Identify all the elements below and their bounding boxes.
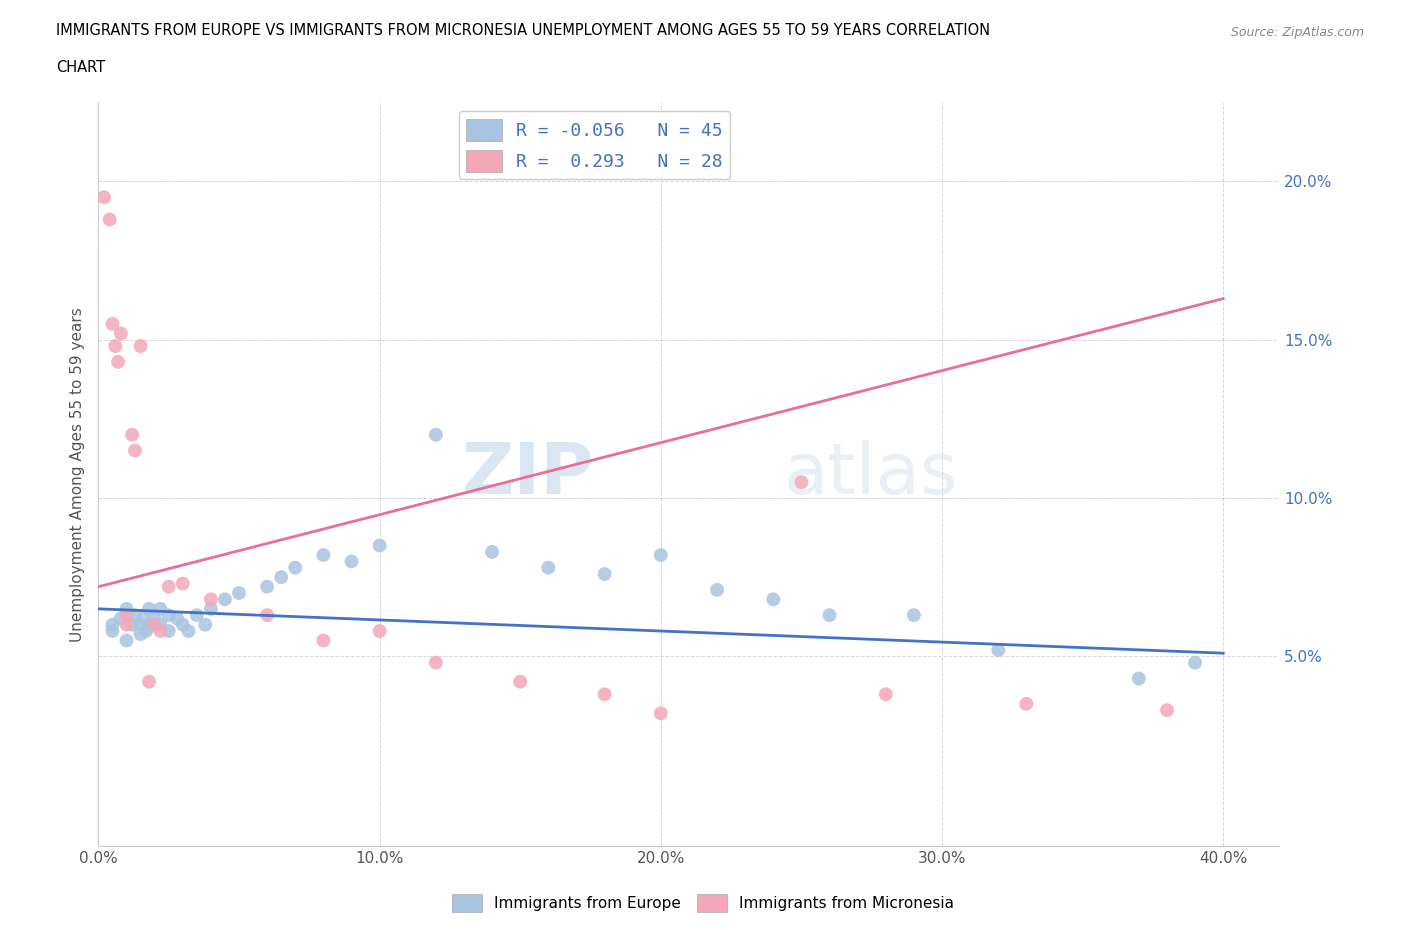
Text: ZIP: ZIP (463, 440, 595, 509)
Point (425, 656, 447, 671)
Point (790, 475, 813, 490)
Point (98, 212, 121, 227)
Point (903, 607, 925, 622)
Point (1128, 671, 1150, 686)
Point (115, 607, 138, 622)
Point (481, 544, 503, 559)
Point (368, 538, 391, 553)
Point (214, 591, 236, 606)
Point (312, 548, 335, 563)
Point (368, 624, 391, 639)
Point (284, 560, 307, 575)
Point (138, 674, 160, 689)
Point (157, 607, 180, 622)
Point (762, 591, 785, 606)
Point (706, 582, 728, 597)
Point (987, 643, 1010, 658)
Point (143, 611, 166, 626)
Point (101, 316, 124, 331)
Point (149, 602, 172, 617)
Text: atlas: atlas (783, 440, 957, 509)
Point (110, 611, 132, 626)
Point (129, 618, 152, 632)
Point (129, 627, 152, 642)
Point (149, 624, 172, 639)
Point (1015, 697, 1038, 711)
Point (121, 618, 143, 632)
Text: Source: ZipAtlas.com: Source: ZipAtlas.com (1230, 26, 1364, 39)
Point (157, 624, 180, 639)
Point (115, 633, 138, 648)
Point (101, 624, 124, 639)
Point (200, 602, 222, 617)
Point (650, 548, 672, 563)
Point (143, 618, 166, 632)
Point (593, 566, 616, 581)
Legend: R = -0.056   N = 45, R =  0.293   N = 28: R = -0.056 N = 45, R = 0.293 N = 28 (458, 112, 730, 179)
Point (650, 706, 672, 721)
Point (340, 554, 363, 569)
Point (138, 618, 160, 632)
Point (149, 618, 172, 632)
Point (177, 624, 200, 639)
Point (115, 618, 138, 632)
Point (256, 607, 278, 622)
Point (425, 427, 447, 442)
Point (1156, 703, 1178, 718)
Point (200, 591, 222, 606)
Point (129, 339, 152, 353)
Point (593, 687, 616, 702)
Point (93, 190, 115, 205)
Point (875, 687, 897, 702)
Point (124, 443, 146, 458)
Point (104, 339, 127, 353)
Point (509, 674, 531, 689)
Point (124, 607, 146, 622)
Point (115, 602, 138, 617)
Text: IMMIGRANTS FROM EUROPE VS IMMIGRANTS FROM MICRONESIA UNEMPLOYMENT AMONG AGES 55 : IMMIGRANTS FROM EUROPE VS IMMIGRANTS FRO… (56, 23, 990, 38)
Text: CHART: CHART (56, 60, 105, 75)
Point (110, 326, 132, 341)
Point (157, 579, 180, 594)
Point (135, 624, 157, 639)
Point (194, 618, 217, 632)
Point (270, 570, 292, 585)
Point (172, 576, 194, 591)
Point (1184, 656, 1206, 671)
Point (107, 354, 129, 369)
Point (132, 611, 155, 626)
Point (312, 633, 335, 648)
Point (143, 618, 166, 632)
Point (101, 618, 124, 632)
Point (172, 618, 194, 632)
Point (138, 602, 160, 617)
Point (256, 579, 278, 594)
Legend: Immigrants from Europe, Immigrants from Micronesia: Immigrants from Europe, Immigrants from … (446, 888, 960, 918)
Point (121, 427, 143, 442)
Point (228, 586, 250, 601)
Point (537, 560, 560, 575)
Point (186, 607, 208, 622)
Y-axis label: Unemployment Among Ages 55 to 59 years: Unemployment Among Ages 55 to 59 years (70, 307, 86, 642)
Point (818, 607, 841, 622)
Point (166, 611, 188, 626)
